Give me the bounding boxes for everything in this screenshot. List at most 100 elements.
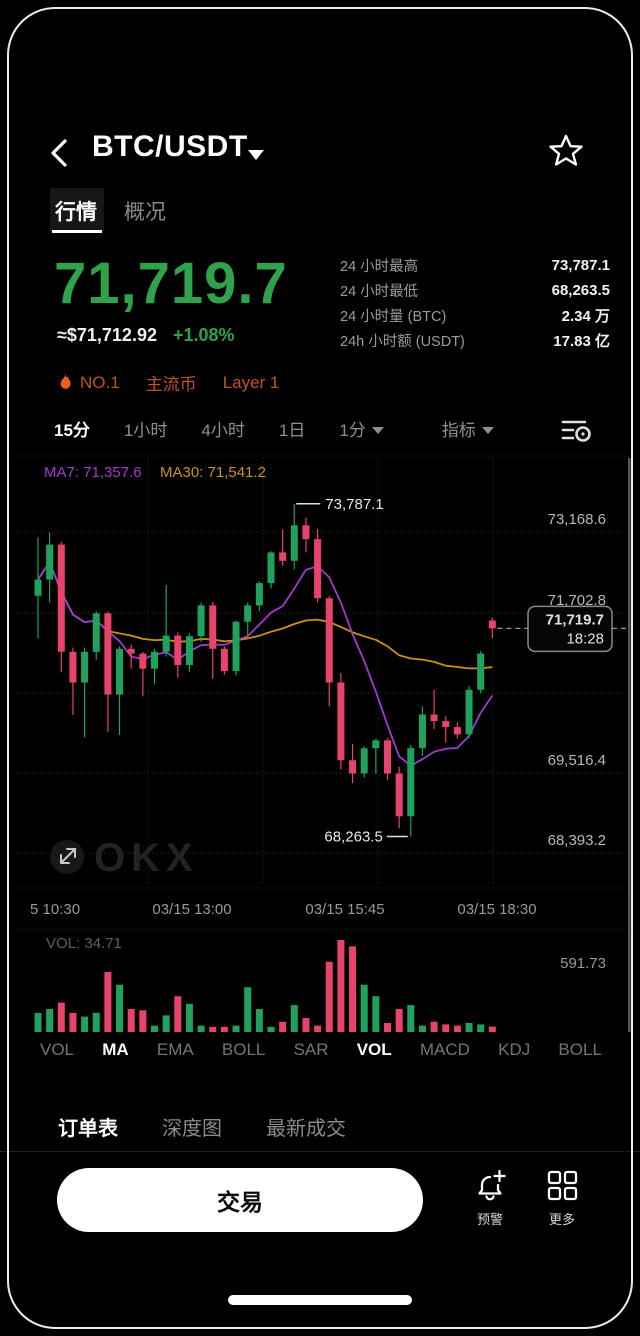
chart-scrollbar[interactable] bbox=[628, 458, 631, 1032]
volume-bar bbox=[360, 984, 368, 1032]
candle-body bbox=[46, 544, 54, 580]
tab-depth-chart[interactable]: 深度图 bbox=[162, 1118, 222, 1140]
pair-dropdown-icon[interactable] bbox=[248, 150, 264, 160]
volume-bar bbox=[325, 961, 333, 1032]
volume-bar bbox=[255, 1008, 263, 1032]
alert-action[interactable]: 预警 bbox=[464, 1168, 516, 1228]
volume-bar bbox=[407, 1005, 415, 1032]
candle-body bbox=[255, 583, 263, 606]
volume-bar bbox=[337, 940, 345, 1032]
more-action[interactable]: 更多 bbox=[536, 1168, 588, 1228]
candle-body bbox=[139, 653, 147, 669]
candle-body bbox=[127, 648, 135, 654]
timeframe-1h[interactable]: 1小时 bbox=[123, 421, 168, 440]
candle-body bbox=[477, 653, 485, 690]
tab-order-book[interactable]: 订单表 bbox=[58, 1118, 118, 1140]
candle-body bbox=[418, 714, 426, 749]
indicator-dropdown[interactable]: 指标 bbox=[442, 416, 494, 441]
timeframe-1d[interactable]: 1日 bbox=[278, 421, 306, 440]
volume-bar bbox=[465, 1022, 473, 1032]
ma7-legend: MA7: 71,357.6 bbox=[44, 464, 142, 481]
candle-body bbox=[81, 651, 89, 683]
volume-bar bbox=[81, 1016, 89, 1032]
x-axis-label: 03/15 18:30 bbox=[457, 901, 536, 918]
volume-bar bbox=[442, 1024, 450, 1032]
volume-bar bbox=[46, 1008, 54, 1032]
chevron-down-icon bbox=[481, 427, 494, 434]
volume-bar bbox=[220, 1026, 228, 1032]
x-axis-label: 5 10:30 bbox=[30, 901, 80, 918]
tab-latest-trades[interactable]: 最新成交 bbox=[266, 1118, 346, 1140]
timeframe-dropdown[interactable]: 1分 bbox=[339, 416, 384, 441]
trade-button[interactable]: 交易 bbox=[57, 1168, 423, 1232]
volume-bar bbox=[267, 1026, 275, 1032]
volume-bar bbox=[69, 1012, 77, 1032]
tab-underline bbox=[52, 230, 102, 233]
volume-bar bbox=[302, 1018, 310, 1032]
volume-bar bbox=[232, 1025, 240, 1032]
stat-row-volume-btc: 24 小时量 (BTC) 2.34 万 bbox=[340, 308, 610, 325]
indicator-boll2[interactable]: BOLL bbox=[558, 1040, 602, 1059]
mainstream-badge[interactable]: 主流币 bbox=[145, 375, 197, 394]
timeframe-4h[interactable]: 4小时 bbox=[201, 421, 245, 440]
candle-body bbox=[279, 552, 287, 561]
candle-body bbox=[116, 648, 124, 695]
volume-bar bbox=[314, 1025, 322, 1032]
candle-body bbox=[488, 620, 496, 629]
alert-label: 预警 bbox=[476, 1212, 503, 1227]
indicator-boll1[interactable]: BOLL bbox=[221, 1040, 266, 1059]
indicator-vol1[interactable]: VOL bbox=[40, 1040, 75, 1059]
volume-bar bbox=[104, 971, 112, 1032]
home-indicator[interactable] bbox=[228, 1295, 412, 1305]
candle-body bbox=[302, 525, 310, 540]
indicator-kdj[interactable]: KDJ bbox=[498, 1040, 531, 1059]
svg-text:68,393.2: 68,393.2 bbox=[548, 832, 606, 849]
volume-bar bbox=[162, 1015, 170, 1032]
indicator-sar[interactable]: SAR bbox=[293, 1040, 329, 1059]
candle-body bbox=[174, 635, 182, 666]
candle-body bbox=[384, 740, 391, 774]
candle-body bbox=[314, 539, 322, 599]
x-axis-label: 03/15 15:45 bbox=[305, 901, 384, 918]
indicator-macd[interactable]: MACD bbox=[419, 1040, 470, 1059]
indicator-ma[interactable]: MA bbox=[102, 1040, 129, 1059]
candle-body bbox=[185, 636, 193, 666]
candle-body bbox=[337, 682, 345, 761]
candle-body bbox=[349, 760, 357, 774]
volume-bar bbox=[127, 1008, 135, 1032]
svg-text:71,702.8: 71,702.8 bbox=[548, 592, 606, 609]
stats-panel: 24 小时最高 73,787.1 24 小时最低 68,263.5 24 小时量… bbox=[340, 253, 610, 353]
candle-body bbox=[442, 721, 450, 728]
favorite-star-icon[interactable] bbox=[548, 133, 584, 169]
price-chart[interactable]: 73,168.6 71,702.8 69,516.4 68,393.2 OKX 73,78… bbox=[0, 452, 640, 1044]
candle-body bbox=[92, 613, 100, 652]
flame-icon bbox=[60, 373, 71, 389]
bell-plus-icon bbox=[478, 1169, 506, 1201]
last-price-tag[interactable] bbox=[527, 605, 613, 653]
volume-bar bbox=[418, 1025, 426, 1032]
timeframe-15m[interactable]: 15分 bbox=[54, 421, 90, 440]
candle-body bbox=[220, 648, 228, 672]
volume-max-label: 591.73 bbox=[560, 955, 606, 972]
layer1-badge[interactable]: Layer 1 bbox=[222, 372, 280, 392]
indicator-vol2[interactable]: VOL bbox=[356, 1040, 392, 1059]
tab-quotes[interactable]: 行情 bbox=[55, 201, 97, 224]
volume-bar bbox=[151, 1025, 158, 1032]
page-title: BTC/USDT bbox=[92, 130, 248, 163]
volume-bar bbox=[185, 1003, 193, 1032]
back-icon[interactable] bbox=[48, 138, 70, 168]
candle-body bbox=[465, 689, 473, 735]
indicator-ema[interactable]: EMA bbox=[156, 1040, 194, 1059]
fiat-row: ≈$71,712.92 +1.08% bbox=[57, 325, 235, 346]
tag-price: 71,719.7 bbox=[546, 611, 604, 628]
rank-badge[interactable]: NO.1 bbox=[58, 373, 120, 393]
volume-bar bbox=[116, 984, 124, 1032]
candle-body bbox=[395, 773, 403, 817]
candle-body bbox=[232, 621, 240, 672]
volume-bar bbox=[279, 1021, 287, 1032]
tab-overview[interactable]: 概况 bbox=[124, 201, 166, 224]
chart-settings-icon[interactable] bbox=[560, 418, 594, 444]
grid-more-icon bbox=[547, 1170, 578, 1201]
volume-bar bbox=[244, 987, 252, 1032]
